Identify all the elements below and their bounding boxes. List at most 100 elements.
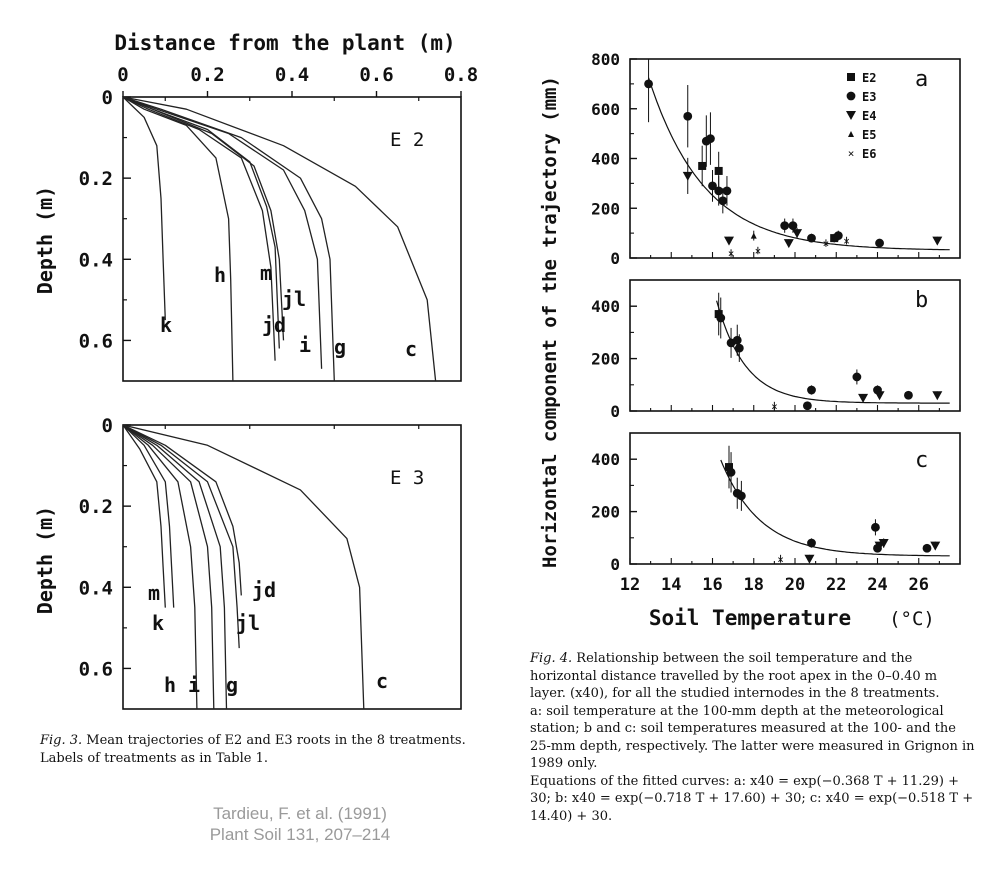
fig4-caption-line3: Equations of the fitted curves: a: x40 =… xyxy=(530,773,974,824)
fig3-treatment-label-g: g xyxy=(226,673,238,697)
fig3-trajectory-g xyxy=(122,424,228,710)
fig3-top-axis-title: Distance from the plant (m) xyxy=(114,31,455,55)
fig4-point-e3 xyxy=(852,372,862,382)
fig4-point-e4 xyxy=(930,541,941,551)
fig4-x-label: Soil Temperature xyxy=(649,606,851,630)
fig4-panel-b-frame xyxy=(629,279,961,412)
fig3-y-tick-label: 0.6 xyxy=(79,330,113,352)
fig4-caption-line2: a: soil temperature at the 100-mm depth … xyxy=(530,703,975,772)
fig3-trajectory-c xyxy=(122,424,365,710)
fig4-point-e2 xyxy=(714,310,723,319)
fig4-point-e4 xyxy=(804,554,815,564)
fig3-e3-y-ticks: 0 0.2 0.4 0.6 xyxy=(79,415,420,680)
fig3-trajectory-c xyxy=(122,96,437,382)
fig4-x-tick-label: 16 xyxy=(702,575,722,595)
fig4-point-e3 xyxy=(683,111,693,121)
fig4-y-tick-label: 400 xyxy=(591,450,620,469)
fig3-treatment-label-h: h xyxy=(214,263,226,287)
fig3-trajectory-i xyxy=(122,96,323,369)
fig3-trajectory-g xyxy=(122,96,335,382)
fig3-treatment-label-m: m xyxy=(260,261,272,285)
fig4-b-y-ticks: 0 200 400 xyxy=(591,297,961,421)
fig3-y-label-bottom: Depth (m) xyxy=(33,506,57,614)
fig4-point-e2 xyxy=(830,234,839,243)
fig4-point-e4 xyxy=(874,391,885,401)
fig4-y-tick-label: 0 xyxy=(610,555,620,574)
fig4-point-e3 xyxy=(714,186,724,196)
fig3-panel-e3-label: E 3 xyxy=(390,467,424,489)
fig3-trajectory-jl xyxy=(122,424,240,649)
fig4-point-e3 xyxy=(726,467,736,477)
fig4-c-marks: × xyxy=(720,445,950,566)
fig4-x-tick-label: 24 xyxy=(867,575,887,595)
fig4-point-e6: × xyxy=(755,245,762,258)
fig4-point-e4 xyxy=(932,236,943,246)
fig3-caption-body: Mean trajectories of E2 and E3 roots in … xyxy=(40,733,466,766)
fig3-trajectory-m xyxy=(122,424,166,608)
fig4-x-unit: (°C) xyxy=(889,608,935,630)
citation-line2: Plant Soil 131, 207–214 xyxy=(209,825,391,844)
fig3-chart: Distance from the plant (m) 0 0.2 0.4 0.6 0.… xyxy=(33,31,478,710)
fig4-legend-label-e6: E6 xyxy=(862,147,876,161)
fig3-treatment-label-jd: jd xyxy=(252,578,276,602)
fig4-legend-marker-e2 xyxy=(847,73,855,81)
fig3-x-tick-label: 0.8 xyxy=(444,64,478,86)
fig4-legend-label-e3: E3 xyxy=(862,90,876,104)
fig3-y-tick-label: 0.2 xyxy=(79,168,113,190)
fig3-caption-prefix: Fig. 3. xyxy=(40,733,83,748)
fig4-y-tick-label: 400 xyxy=(591,297,620,316)
fig4-x-tick-label: 20 xyxy=(785,575,805,595)
fig4-x-tick-label: 26 xyxy=(909,575,929,595)
fig4-y-tick-label: 0 xyxy=(610,402,620,421)
fig4-fit-curve xyxy=(720,459,950,557)
fig4-y-tick-label: 200 xyxy=(591,199,620,218)
fig4-x-tick-label: 18 xyxy=(744,575,764,595)
fig3-treatment-label-h: h xyxy=(164,673,176,697)
citation-line1: Tardieu, F. et al. (1991) xyxy=(213,804,387,823)
fig4-point-e3 xyxy=(780,221,790,231)
fig4-point-e2 xyxy=(698,161,707,170)
fig4-point-e3 xyxy=(722,186,732,196)
fig4-point-e6: × xyxy=(771,400,778,413)
fig4-caption: Fig. 4. Relationship between the soil te… xyxy=(530,650,975,825)
fig4-point-e4 xyxy=(724,236,734,246)
fig4-point-e3 xyxy=(708,181,717,191)
fig3-caption: Fig. 3. Mean trajectories of E2 and E3 r… xyxy=(40,732,490,767)
fig3-y-tick-label: 0.2 xyxy=(79,496,113,518)
fig4-point-e6: × xyxy=(728,247,735,260)
fig4-point-e4 xyxy=(858,393,869,403)
fig4-y-tick-label: 400 xyxy=(591,150,620,169)
fig4-x-tick-label: 14 xyxy=(661,575,681,595)
fig4-panel-c-label: c xyxy=(915,448,928,473)
fig4-point-e3 xyxy=(922,543,932,553)
fig3-panel-e2-label: E 2 xyxy=(390,129,424,151)
fig3-treatment-label-g: g xyxy=(334,335,346,359)
fig4-point-e6: × xyxy=(823,237,830,250)
fig4-point-e3 xyxy=(807,233,816,243)
fig3-x-tick-label: 0 xyxy=(117,64,128,86)
fig3-trajectory-jd xyxy=(122,96,276,361)
fig4-point-e5 xyxy=(750,232,757,239)
fig4-panel-b-label: b xyxy=(915,288,928,313)
fig4-point-e3 xyxy=(644,79,653,89)
fig3-panel-e3-frame xyxy=(122,424,462,710)
fig3-treatment-label-c: c xyxy=(376,669,388,693)
fig3-trajectory-k xyxy=(122,424,175,608)
fig4-point-e4 xyxy=(878,539,889,549)
fig3-x-tick-label: 0.2 xyxy=(190,64,224,86)
fig4-point-e2 xyxy=(725,463,733,472)
fig3-treatment-label-i: i xyxy=(299,333,311,357)
fig3-treatment-label-jl: jl xyxy=(282,287,306,311)
fig4-point-e3 xyxy=(732,335,742,345)
fig4-fit-curve xyxy=(648,77,950,251)
fig4-legend-marker-e4 xyxy=(846,111,856,120)
fig3-y-label-top: Depth (m) xyxy=(33,186,57,294)
fig4-legend-marker-e6: × xyxy=(848,147,855,160)
fig4-x-ticks: 12 14 16 18 20 22 24 26 xyxy=(620,575,929,595)
fig3-x-ticks: 0 0.2 0.4 0.6 0.8 xyxy=(117,64,478,97)
fig3-trajectory-jl xyxy=(122,96,285,341)
fig4-point-e3 xyxy=(734,343,744,353)
fig3-treatment-label-jd: jd xyxy=(262,313,286,337)
